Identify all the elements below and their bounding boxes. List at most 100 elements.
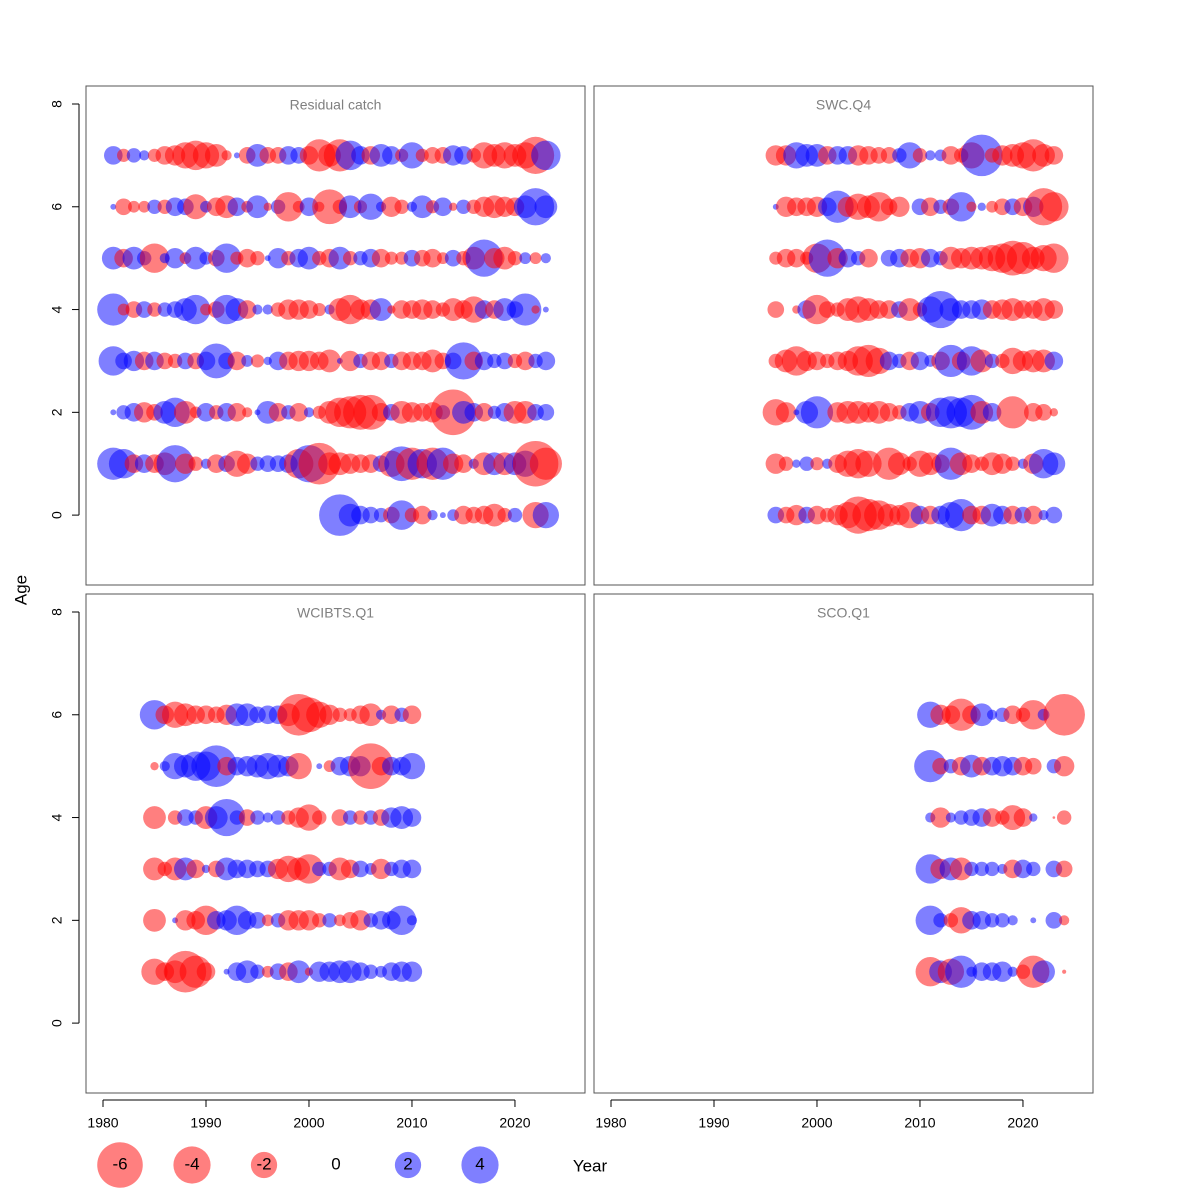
y-tick-label: 0 xyxy=(49,1019,65,1027)
bubble xyxy=(1013,808,1033,827)
bubble xyxy=(497,507,512,523)
bubble xyxy=(807,351,827,371)
bubble xyxy=(402,705,422,725)
bubble xyxy=(175,453,196,474)
bubble xyxy=(1055,860,1073,878)
bubble xyxy=(249,912,266,929)
bubble xyxy=(1059,915,1070,926)
bubble xyxy=(946,192,976,222)
bubble xyxy=(322,913,337,928)
bubble xyxy=(974,861,989,877)
bubble xyxy=(128,200,140,213)
bubble xyxy=(147,302,162,317)
bubble xyxy=(294,854,324,884)
bubble xyxy=(1062,969,1067,974)
bubble xyxy=(986,709,998,720)
bubble xyxy=(196,962,216,982)
legend-label: 0 xyxy=(331,1154,340,1173)
y-tick-label: 4 xyxy=(49,305,65,313)
x-tick-label: 1990 xyxy=(190,1115,221,1131)
bubble xyxy=(1044,300,1064,319)
bubble xyxy=(439,512,446,519)
bubble xyxy=(1035,404,1052,421)
bubble xyxy=(122,246,146,270)
bubble xyxy=(143,806,166,829)
bubble xyxy=(945,955,978,988)
bubble xyxy=(338,195,362,219)
x-tick-label: 1980 xyxy=(87,1115,118,1131)
bubble xyxy=(896,142,923,169)
bubble xyxy=(156,352,174,370)
bubble xyxy=(879,351,899,371)
bubble xyxy=(423,248,442,268)
bubble xyxy=(402,808,422,827)
bubble xyxy=(970,703,994,727)
bubble xyxy=(1005,456,1020,471)
bubble xyxy=(331,809,349,826)
bubble xyxy=(945,812,956,823)
bubble xyxy=(792,459,801,468)
bubble xyxy=(262,812,273,823)
y-tick-label: 0 xyxy=(49,511,65,519)
legend-label: 2 xyxy=(403,1154,412,1173)
bubble xyxy=(319,704,340,725)
bubble xyxy=(382,146,401,165)
x-axis-label: Year xyxy=(573,1156,608,1175)
bubble xyxy=(143,908,166,932)
bubble xyxy=(992,453,1013,474)
bubble xyxy=(357,193,384,220)
bubble xyxy=(507,507,523,523)
bubble xyxy=(807,505,827,525)
bubble xyxy=(139,243,170,273)
x-tick-label: 2020 xyxy=(1007,1115,1038,1131)
bubble xyxy=(1056,810,1072,825)
y-tick-label: 2 xyxy=(49,408,65,416)
bubble xyxy=(406,915,418,926)
x-tick-label: 1990 xyxy=(698,1115,729,1131)
bubble xyxy=(765,453,786,474)
y-tick-label: 8 xyxy=(49,100,65,108)
bubble xyxy=(859,248,878,268)
panel-frame xyxy=(85,593,586,1094)
bubble xyxy=(838,248,858,268)
bubble xyxy=(312,189,347,225)
panel-frame xyxy=(593,85,1094,586)
bubble xyxy=(287,960,311,984)
bubble xyxy=(1007,966,1018,977)
bubble xyxy=(386,500,417,530)
bubble xyxy=(371,351,391,371)
bubble xyxy=(339,350,361,372)
bubble xyxy=(236,453,258,474)
bubble xyxy=(227,403,247,422)
bubble xyxy=(536,351,556,371)
bubble xyxy=(138,200,151,213)
bubble xyxy=(932,757,949,775)
bubble xyxy=(1044,146,1064,165)
bubble xyxy=(977,202,986,211)
bubble xyxy=(941,146,961,165)
bubble xyxy=(775,402,797,423)
bubble xyxy=(964,861,979,877)
bubble xyxy=(474,351,494,371)
y-tick-label: 2 xyxy=(49,916,65,924)
bubble xyxy=(454,146,473,165)
bubble xyxy=(880,147,898,164)
bubble xyxy=(299,300,319,319)
bubble xyxy=(1024,757,1042,775)
bubble xyxy=(1045,506,1063,524)
bubble xyxy=(150,761,159,771)
legend-label: -4 xyxy=(184,1154,199,1173)
bubble xyxy=(933,913,948,928)
bubble xyxy=(237,248,257,268)
bubble xyxy=(235,960,259,984)
legend-label: 4 xyxy=(475,1154,484,1173)
bubble xyxy=(496,352,513,370)
x-tick-label: 2000 xyxy=(801,1115,832,1131)
bubble xyxy=(456,199,471,214)
bubble xyxy=(135,301,153,318)
bubble xyxy=(353,810,368,825)
bubble xyxy=(103,146,123,165)
bubble xyxy=(238,809,256,826)
panel-frame xyxy=(593,593,1094,1094)
bubble xyxy=(982,403,1002,422)
